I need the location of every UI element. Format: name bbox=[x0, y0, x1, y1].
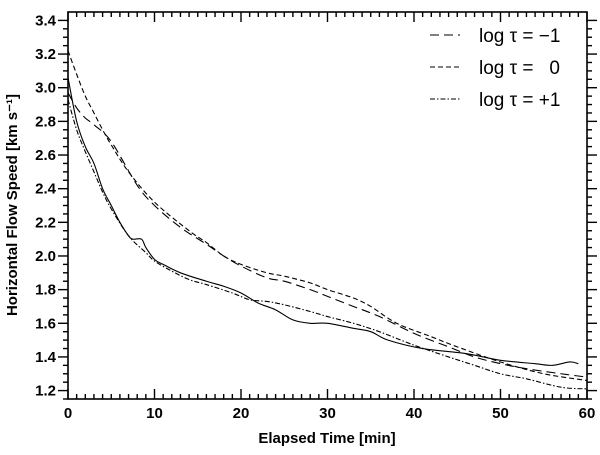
y-tick-label: 1.2 bbox=[35, 383, 56, 400]
x-tick-label: 50 bbox=[492, 405, 509, 422]
x-tick-label: 20 bbox=[233, 405, 250, 422]
y-tick-label: 3.4 bbox=[35, 12, 57, 29]
x-tick-label: 0 bbox=[64, 405, 72, 422]
y-tick-label: 2.0 bbox=[35, 248, 56, 265]
series-line-3 bbox=[67, 99, 588, 390]
axis-ticks: 0 10 20 30 40 50 60 1.2 1.4 1.6 1.8 2.0 2.2 2.4 2.6 2.8… bbox=[35, 12, 597, 422]
legend: log τ = −1 log τ = 0 log τ = +1 bbox=[430, 26, 560, 111]
series-lines bbox=[67, 50, 588, 390]
y-tick-label: 2.4 bbox=[35, 181, 57, 198]
y-tick-label: 1.4 bbox=[35, 349, 57, 366]
y-tick-label: 2.8 bbox=[35, 113, 56, 130]
series-line-0 bbox=[67, 77, 579, 366]
legend-label: log τ = +1 bbox=[479, 90, 560, 111]
y-tick-label: 1.6 bbox=[35, 315, 56, 332]
x-tick-label: 10 bbox=[146, 405, 163, 422]
series-line-2 bbox=[67, 50, 588, 382]
y-tick-label: 2.2 bbox=[35, 214, 56, 231]
y-tick-label: 2.6 bbox=[35, 147, 56, 164]
y-axis-label: Horizontal Flow Speed [km s⁻¹] bbox=[4, 94, 21, 316]
x-tick-label: 30 bbox=[319, 405, 336, 422]
y-tick-label: 3.0 bbox=[35, 80, 56, 97]
y-tick-label: 3.2 bbox=[35, 46, 56, 63]
x-tick-label: 60 bbox=[579, 405, 596, 422]
y-tick-label: 1.8 bbox=[35, 282, 56, 299]
x-axis-label: Elapsed Time [min] bbox=[258, 430, 395, 447]
series-line-1 bbox=[67, 92, 588, 378]
legend-label: log τ = −1 bbox=[479, 26, 560, 47]
legend-label: log τ = 0 bbox=[479, 58, 560, 79]
plot-frame bbox=[67, 11, 588, 400]
x-tick-label: 40 bbox=[406, 405, 423, 422]
